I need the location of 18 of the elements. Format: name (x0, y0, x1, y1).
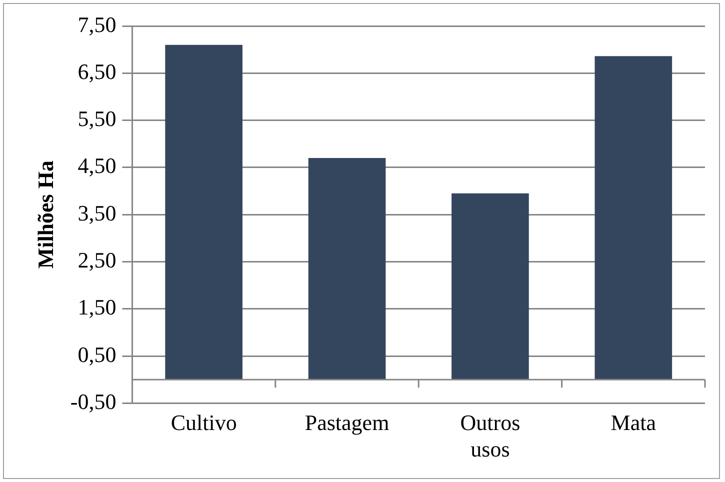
y-tick-label: 7,50 (78, 12, 116, 37)
y-tick-label: 4,50 (78, 153, 116, 178)
bar (594, 56, 672, 380)
y-tick-label: 2,50 (78, 248, 116, 273)
y-tick-label: 0,50 (78, 342, 116, 367)
y-tick-label: 3,50 (78, 200, 116, 226)
bar (452, 193, 529, 380)
y-tick-label: 5,50 (78, 106, 116, 132)
x-tick-label: Cultivo (170, 410, 237, 436)
bar (165, 44, 242, 380)
y-tick-label: -0,50 (70, 388, 116, 414)
y-tick-label: 1,50 (78, 294, 116, 320)
x-tick-label: Mata (610, 410, 656, 436)
x-tick-label: Pastagem (304, 410, 390, 436)
y-tick-label: 6,50 (78, 58, 116, 84)
x-tick-label: Outros usos (460, 410, 520, 462)
y-axis-title: Milhões Ha (32, 160, 58, 269)
bar (308, 158, 386, 380)
